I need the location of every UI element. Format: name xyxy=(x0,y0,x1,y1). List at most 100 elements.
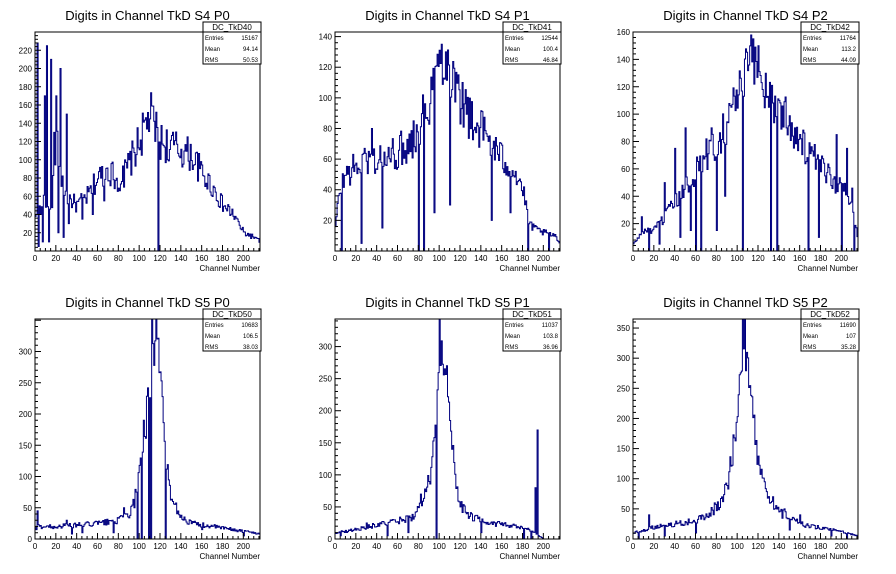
x-tick-label: 160 xyxy=(195,254,209,263)
plot-frame xyxy=(334,31,561,252)
stats-box xyxy=(502,21,562,65)
plot-title: Digits in Channel TkD S5 P1 xyxy=(365,295,530,310)
x-tick-label: 140 xyxy=(772,254,786,263)
stats-label: Entries xyxy=(505,323,524,329)
stats-label: RMS xyxy=(505,345,518,351)
y-tick-label: 100 xyxy=(617,110,631,119)
x-tick-label: 20 xyxy=(649,254,658,263)
y-tick-label: 120 xyxy=(617,83,631,92)
y-tick-label: 300 xyxy=(617,354,631,363)
stats-value: 11764 xyxy=(840,36,857,42)
histogram-line xyxy=(34,42,261,252)
y-tick-label: 300 xyxy=(19,348,33,357)
x-tick-label: 200 xyxy=(237,254,251,263)
stats-value: 50.53 xyxy=(243,58,259,64)
y-tick-label: 120 xyxy=(19,138,33,147)
x-tick-label: 160 xyxy=(793,254,807,263)
y-tick-label: 200 xyxy=(19,65,33,74)
y-tick-label: 80 xyxy=(23,174,32,183)
plot-frame xyxy=(632,318,859,540)
stats-box xyxy=(202,21,262,65)
x-axis-label: Channel Number xyxy=(200,552,261,561)
x-tick-label: 100 xyxy=(132,254,146,263)
y-tick-label: 250 xyxy=(19,379,33,388)
x-tick-label: 120 xyxy=(751,542,765,551)
x-tick-label: 120 xyxy=(453,254,467,263)
x-tick-label: 160 xyxy=(793,542,807,551)
x-tick-label: 80 xyxy=(114,542,123,551)
stats-label: Mean xyxy=(505,47,520,53)
histogram-panel-4: Digits in Channel TkD S5 P0 0 20 40 60 80 100 1… xyxy=(19,295,262,561)
y-tick-label: 20 xyxy=(621,220,630,229)
x-tick-label: 20 xyxy=(51,542,60,551)
x-tick-label: 80 xyxy=(414,254,423,263)
x-tick-label: 140 xyxy=(174,254,188,263)
x-tick-label: 20 xyxy=(351,254,360,263)
x-tick-label: 180 xyxy=(516,254,530,263)
x-tick-label: 80 xyxy=(712,542,721,551)
x-tick-label: 200 xyxy=(237,542,251,551)
x-tick-label: 120 xyxy=(751,254,765,263)
x-tick-label: 140 xyxy=(772,542,786,551)
x-tick-label: 0 xyxy=(333,254,338,263)
x-axis-label: Channel Number xyxy=(500,552,561,561)
y-tick-label: 60 xyxy=(23,192,32,201)
y-tick-label: 50 xyxy=(621,505,630,514)
y-tick-label: 140 xyxy=(617,55,631,64)
stats-value: 11690 xyxy=(840,323,857,329)
stats-label: Entries xyxy=(205,36,224,42)
stats-label: Mean xyxy=(205,334,220,340)
y-tick-label: 50 xyxy=(323,503,332,512)
stats-value: 15167 xyxy=(241,36,258,42)
x-tick-label: 20 xyxy=(649,542,658,551)
x-tick-label: 60 xyxy=(691,542,700,551)
y-tick-label: 300 xyxy=(319,343,333,352)
stats-value: 35.28 xyxy=(841,345,857,351)
x-axis-label: Channel Number xyxy=(798,264,859,273)
x-tick-label: 60 xyxy=(393,542,402,551)
y-tick-label: 160 xyxy=(617,28,631,37)
y-tick-label: 40 xyxy=(323,186,332,195)
stats-label: Mean xyxy=(205,47,220,53)
x-tick-label: 200 xyxy=(537,254,551,263)
y-tick-label: 220 xyxy=(19,46,33,55)
y-tick-label: 350 xyxy=(617,324,631,333)
y-tick-label: 100 xyxy=(19,473,33,482)
y-tick-label: 0 xyxy=(28,535,33,544)
stats-histogram-name: DC_TkD42 xyxy=(810,23,850,32)
histogram-panel-6: Digits in Channel TkD S5 P2 0 20 40 60 80 100 1… xyxy=(617,295,860,561)
histogram-line xyxy=(334,43,561,252)
stats-histogram-name: DC_TkD41 xyxy=(512,23,552,32)
y-tick-label: 200 xyxy=(19,410,33,419)
stats-value: 36.96 xyxy=(543,345,559,351)
x-tick-label: 0 xyxy=(33,542,38,551)
x-tick-label: 60 xyxy=(93,542,102,551)
y-tick-label: 140 xyxy=(19,119,33,128)
x-tick-label: 40 xyxy=(72,542,81,551)
stats-value: 12544 xyxy=(541,36,558,42)
stats-label: RMS xyxy=(803,58,816,64)
plot-title: Digits in Channel TkD S5 P0 xyxy=(65,295,230,310)
stats-value: 44.09 xyxy=(841,58,857,64)
x-tick-label: 80 xyxy=(414,542,423,551)
stats-label: Entries xyxy=(205,323,224,329)
x-tick-label: 80 xyxy=(712,254,721,263)
x-tick-label: 180 xyxy=(516,542,530,551)
y-tick-label: 40 xyxy=(621,192,630,201)
stats-label: RMS xyxy=(803,345,816,351)
stats-value: 113.2 xyxy=(841,47,856,53)
histogram-line xyxy=(632,34,859,252)
stats-histogram-name: DC_TkD40 xyxy=(212,23,252,32)
y-tick-label: 0 xyxy=(328,535,333,544)
x-tick-label: 200 xyxy=(835,542,849,551)
y-tick-label: 80 xyxy=(323,124,332,133)
x-tick-label: 180 xyxy=(216,542,230,551)
y-tick-label: 150 xyxy=(617,445,631,454)
x-tick-label: 140 xyxy=(174,542,188,551)
x-tick-label: 120 xyxy=(453,542,467,551)
plot-title: Digits in Channel TkD S5 P2 xyxy=(663,295,828,310)
x-tick-label: 40 xyxy=(372,542,381,551)
y-tick-label: 100 xyxy=(19,156,33,165)
stats-value: 11037 xyxy=(542,323,559,329)
